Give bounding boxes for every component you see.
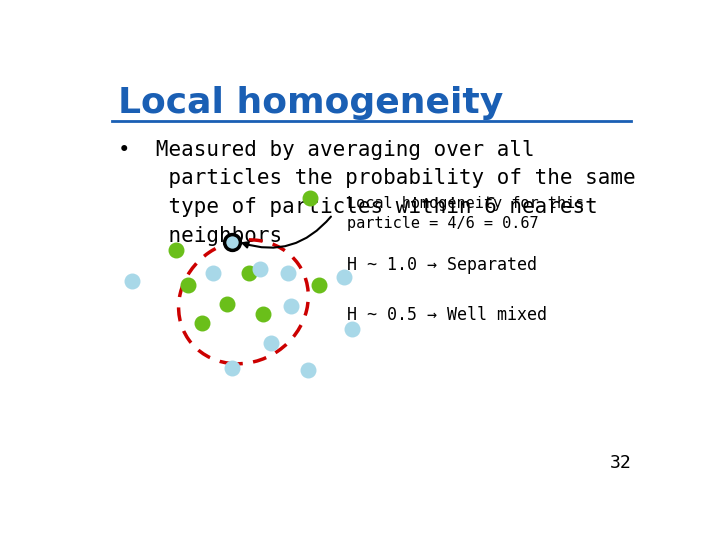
Text: Local homogeneity: Local homogeneity [118,85,503,119]
Point [227,364,238,373]
Text: H ~ 1.0 → Separated: H ~ 1.0 → Separated [347,256,536,274]
Text: •  Measured by averaging over all
    particles the probability of the same
    : • Measured by averaging over all particl… [118,140,636,246]
Point [282,268,294,277]
Point [254,264,266,273]
Point [313,281,325,289]
Point [207,268,219,277]
Point [266,339,277,348]
Point [221,300,233,308]
Point [171,246,182,254]
Point [305,193,316,202]
Point [196,318,207,327]
Point [285,302,297,310]
Text: H ~ 0.5 → Well mixed: H ~ 0.5 → Well mixed [347,306,546,324]
Point [346,325,358,333]
Point [227,237,238,246]
Point [182,281,194,289]
Point [257,310,269,319]
Point [126,276,138,285]
Text: 32: 32 [610,454,631,472]
Point [302,366,313,375]
Point [338,273,350,281]
Point [243,268,255,277]
Text: Local homogeneity for this
particle = 4/6 = 0.67: Local homogeneity for this particle = 4/… [347,196,584,231]
